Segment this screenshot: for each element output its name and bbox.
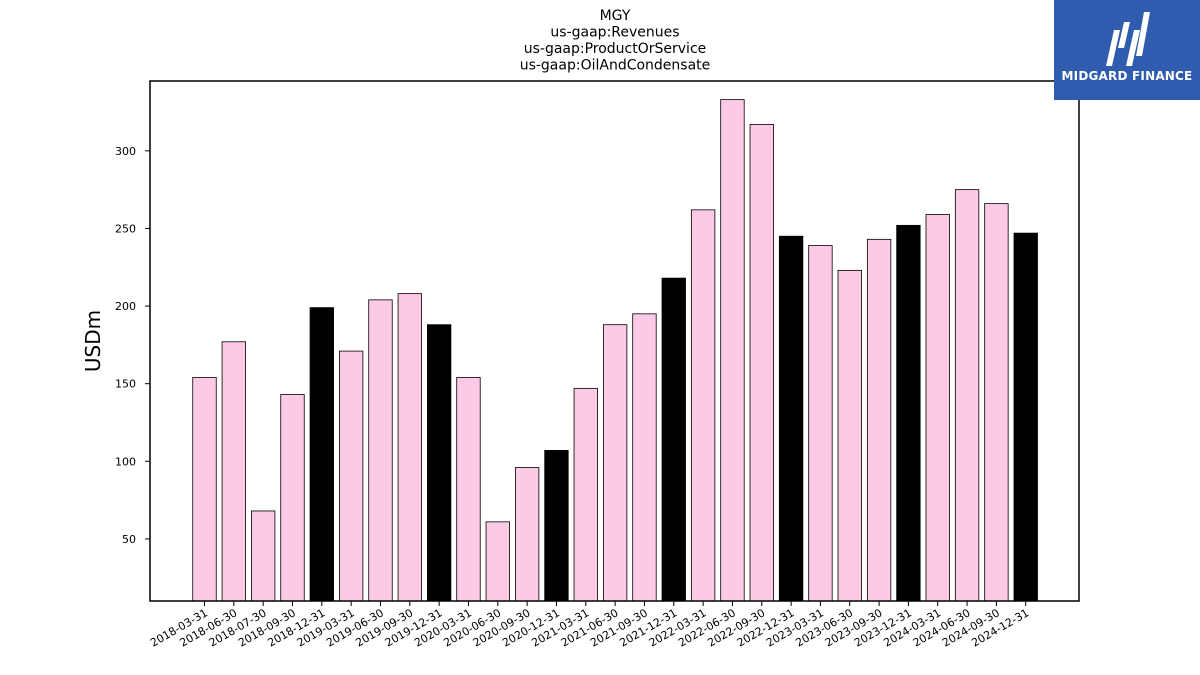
bar-2023-12-31	[896, 224, 921, 602]
bar-2020-06-30	[485, 521, 510, 602]
y-tick-label: 100	[115, 455, 136, 468]
logo-text: MIDGARD FINANCE	[1061, 69, 1193, 83]
bar-2018-03-31	[192, 377, 217, 602]
y-tick-label: 200	[115, 300, 136, 313]
bar-2024-09-30	[984, 203, 1009, 602]
bar-2022-12-31	[778, 235, 804, 602]
bar-2020-03-31	[456, 377, 481, 602]
chart-title-line-3: us-gaap:ProductOrService	[524, 41, 707, 57]
bar-2021-12-31	[661, 277, 686, 602]
bar-2021-03-31	[573, 387, 598, 602]
bar-2024-06-30	[954, 189, 980, 602]
bar-2019-09-30	[397, 293, 422, 602]
bar-2019-12-31	[426, 324, 452, 602]
y-axis-label: USDm	[81, 310, 105, 372]
bar-2022-09-30	[749, 124, 774, 602]
chart-title: MGY us-gaap:Revenues us-gaap:ProductOrSe…	[520, 8, 711, 74]
bar-2019-03-31	[338, 350, 364, 602]
bar-2020-09-30	[514, 467, 540, 602]
bar-2023-03-31	[808, 245, 833, 602]
bar-2024-03-31	[925, 214, 950, 602]
y-tick-label: 250	[115, 222, 136, 235]
midgard-finance-logo: MIDGARD FINANCE	[1054, 0, 1200, 100]
bar-2021-06-30	[602, 324, 628, 602]
bar-2022-06-30	[720, 99, 745, 602]
y-tick-label: 300	[115, 145, 136, 158]
bar-2024-12-31	[1013, 232, 1038, 602]
bar-2023-09-30	[866, 238, 892, 602]
bar-2018-09-30	[280, 394, 305, 602]
chart-title-line-1: MGY	[600, 8, 631, 24]
bar-2018-06-30	[221, 341, 246, 602]
bar-2023-06-30	[837, 269, 862, 602]
bar-2018-07-30	[251, 510, 276, 602]
bars-group	[192, 99, 1038, 602]
plot-frame	[149, 80, 1080, 602]
midgard-logo-icon	[1106, 12, 1150, 66]
bar-2021-09-30	[632, 313, 657, 602]
bar-2019-06-30	[368, 299, 393, 602]
bar-2020-12-31	[544, 450, 569, 602]
y-tick-label: 150	[115, 378, 136, 391]
y-axis-ticks: 50 100 150 200 250 300	[115, 145, 150, 546]
chart-title-line-2: us-gaap:Revenues	[550, 25, 679, 41]
y-tick-label: 50	[122, 533, 136, 546]
x-axis-ticks: 2018-03-312018-06-302018-07-302018-09-30…	[148, 601, 1031, 650]
bar-2022-03-31	[690, 209, 716, 602]
chart-title-line-4: us-gaap:OilAndCondensate	[520, 58, 711, 74]
bar-2018-12-31	[309, 307, 334, 602]
